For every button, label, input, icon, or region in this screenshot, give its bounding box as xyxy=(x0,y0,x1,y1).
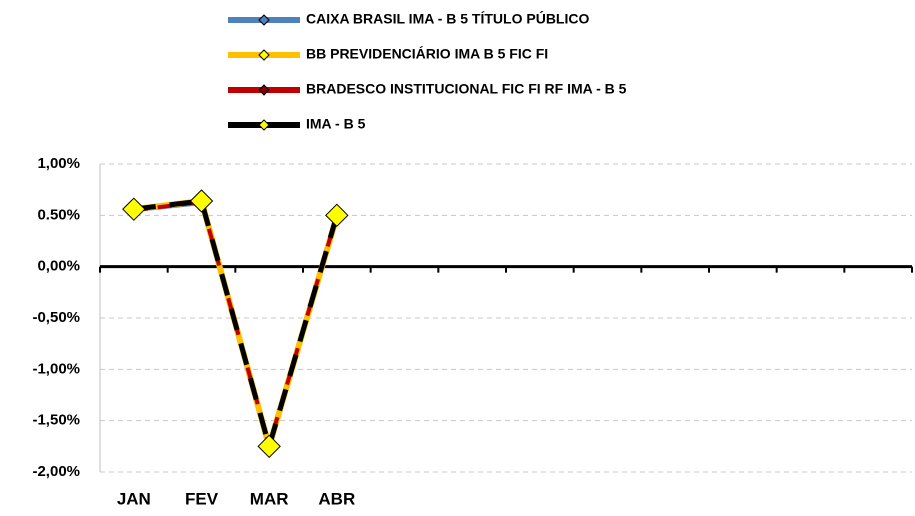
legend-marker xyxy=(258,14,270,26)
marker xyxy=(257,434,281,459)
x-tick-label: JAN xyxy=(117,489,151,508)
y-tick-label: -1,50% xyxy=(32,412,80,429)
y-tick-label: 0.50% xyxy=(37,206,80,223)
marker xyxy=(122,197,146,221)
legend-label: CAIXA BRASIL IMA - B 5 TÍTULO PÚBLICO xyxy=(306,10,589,27)
x-tick-label: MAR xyxy=(250,489,289,508)
y-tick-label: -1,00% xyxy=(32,360,80,377)
y-tick-label: 1,00% xyxy=(37,155,80,172)
marker xyxy=(189,189,214,213)
legend-marker xyxy=(258,49,270,61)
y-tick-label: 0,00% xyxy=(37,258,80,275)
series-line xyxy=(133,198,340,449)
legend-label: BRADESCO INSTITUCIONAL FIC FI RF IMA - B… xyxy=(306,81,627,97)
y-tick-label: -2,00% xyxy=(32,463,80,480)
x-tick-label: ABR xyxy=(318,489,355,508)
legend-marker xyxy=(258,84,270,96)
x-tick-label: FEV xyxy=(185,489,219,508)
y-tick-label: -0,50% xyxy=(32,309,80,326)
legend-label: BB PREVIDENCIÁRIO IMA B 5 FIC FI xyxy=(306,46,548,62)
legend-marker xyxy=(258,119,270,131)
legend-label: IMA - B 5 xyxy=(306,116,366,132)
marker xyxy=(325,203,349,228)
